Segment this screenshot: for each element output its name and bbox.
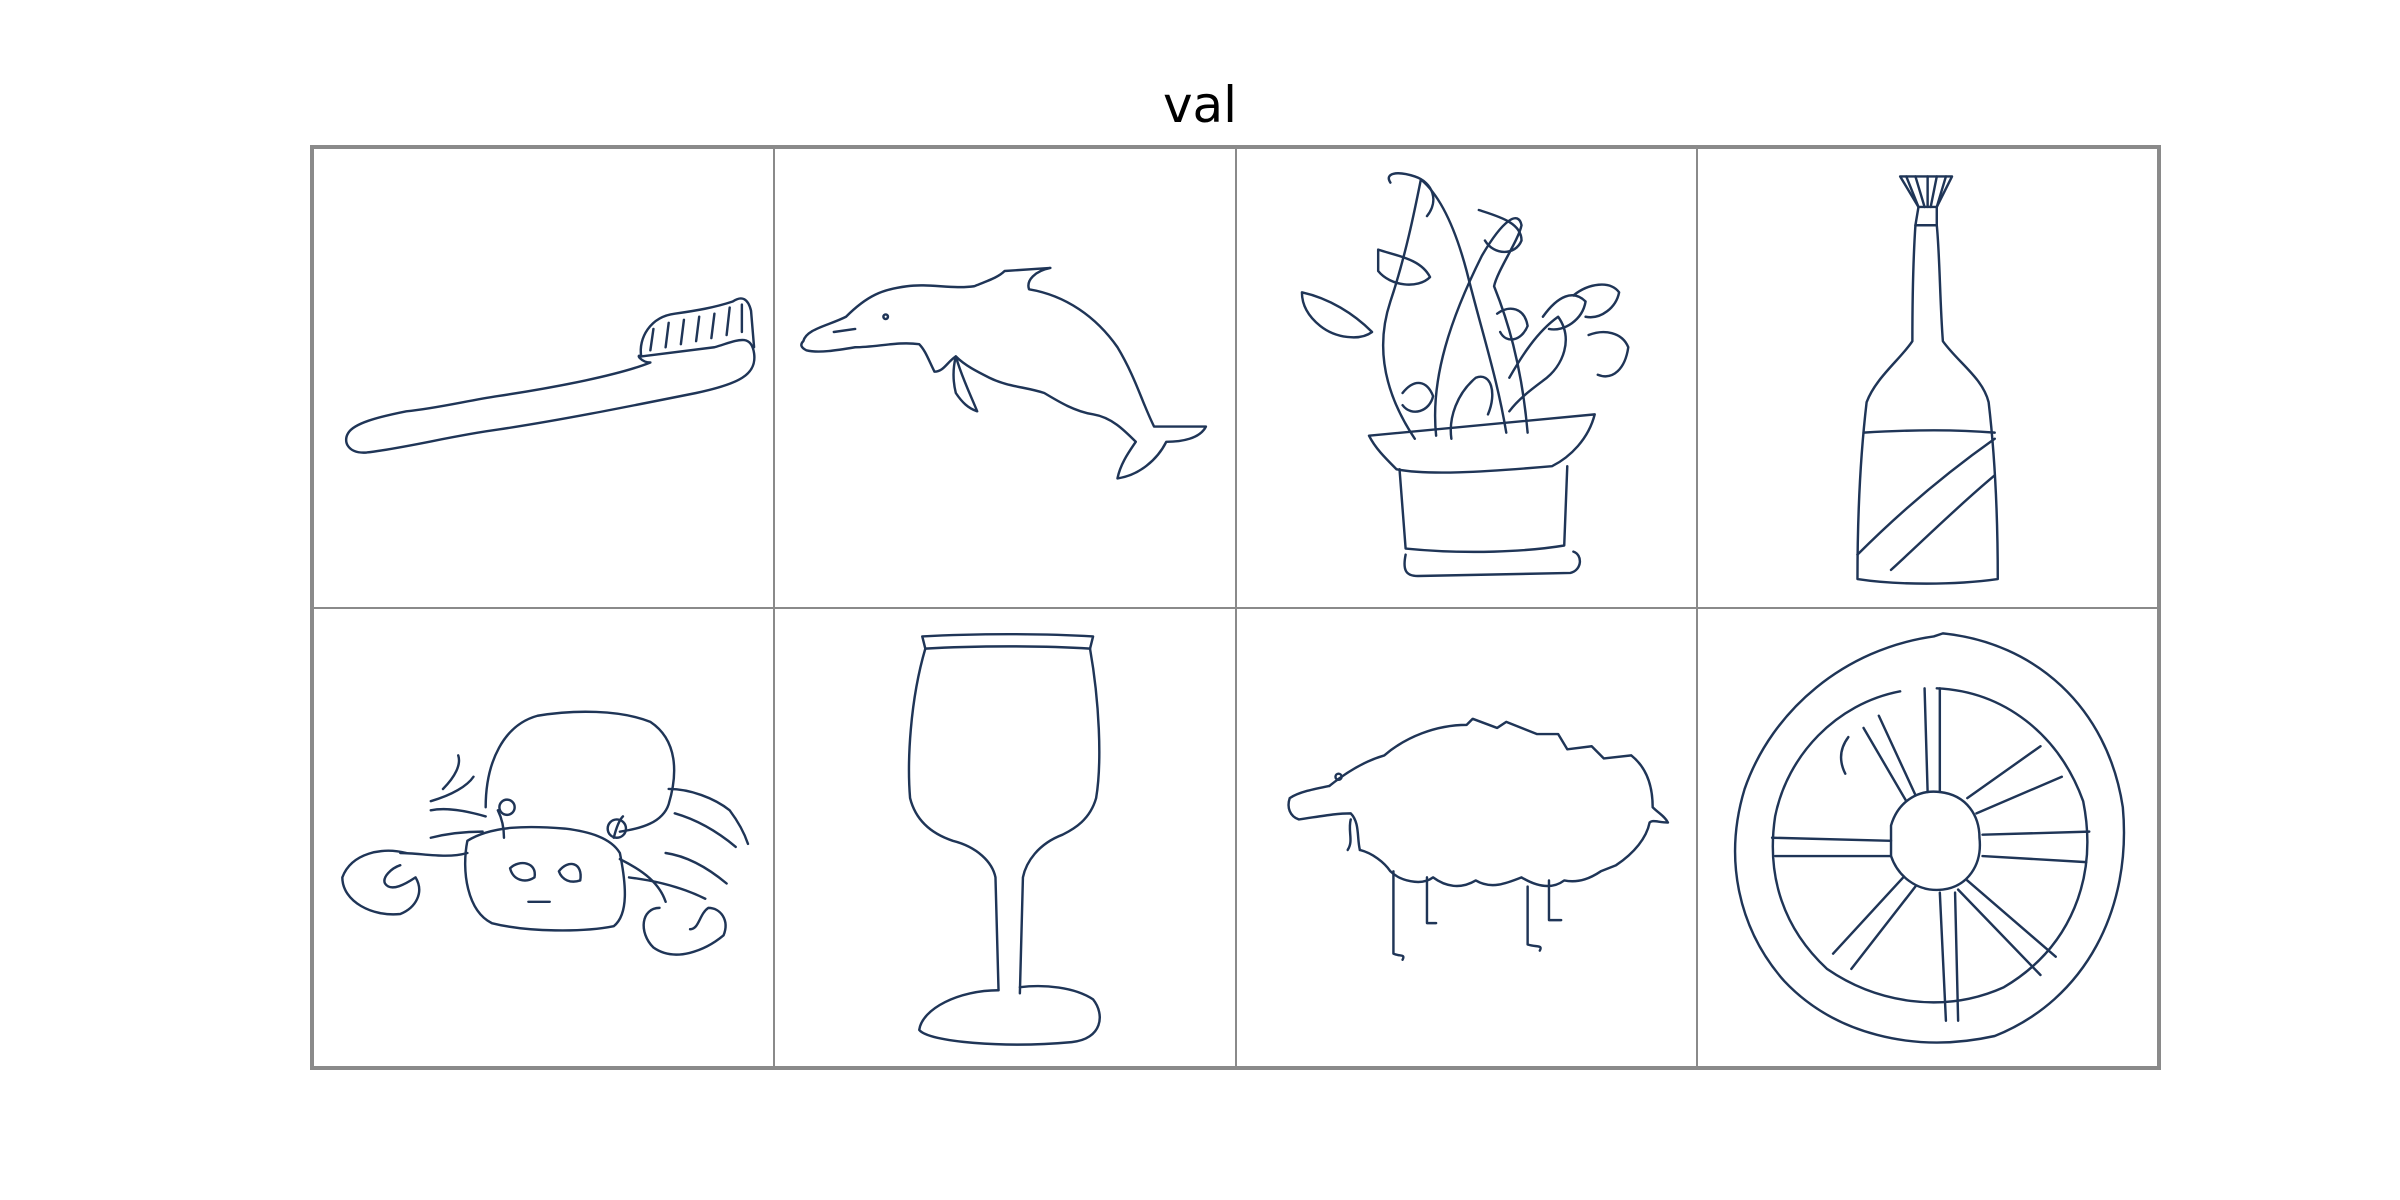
grid-cell	[774, 148, 1236, 608]
dolphin-icon	[800, 266, 1208, 480]
wheel-icon	[1733, 631, 2125, 1044]
grid-cell	[313, 607, 775, 1067]
potted-plant-icon	[1300, 172, 1629, 578]
toothbrush-icon	[344, 297, 756, 454]
grid-cell	[1235, 607, 1697, 1067]
wine-glass-icon	[908, 632, 1102, 1046]
grid-cell	[1696, 607, 2158, 1067]
figure-title: val	[1162, 76, 1238, 134]
wine-bottle-icon	[1856, 175, 1999, 585]
grid-cell	[1235, 148, 1697, 608]
sketch-grid	[310, 145, 2161, 1070]
sheep-icon	[1286, 717, 1669, 961]
crab-icon	[341, 710, 750, 956]
grid-cell	[313, 148, 775, 608]
grid-cell	[1696, 148, 2158, 608]
grid-cell	[774, 607, 1236, 1067]
